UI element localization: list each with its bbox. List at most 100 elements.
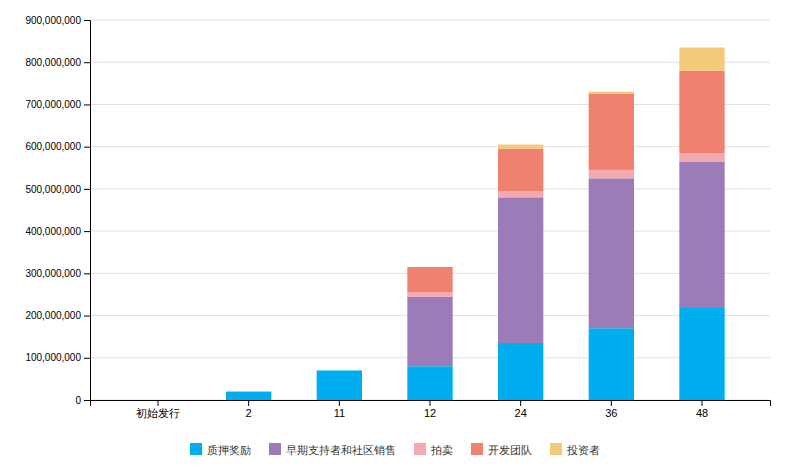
bar [589,92,634,94]
bar [226,392,271,400]
y-tick: 700,000,000 [25,99,90,110]
x-axis-line [91,401,771,407]
x-tick-label: 36 [605,407,617,419]
y-tick-mark [84,189,90,190]
legend-item: 早期支持者和社区销售 [269,443,396,457]
bar [498,343,543,400]
y-tick-mark [84,316,90,317]
y-tick-mark [84,231,90,232]
bar [135,400,180,401]
x-tick: 48 [696,400,708,419]
y-tick: 600,000,000 [25,141,90,152]
bar [589,178,634,328]
y-tick-mark [84,358,90,359]
y-tick: 0 [75,395,90,406]
y-tick-label: 400,000,000 [25,226,81,237]
grid-line [90,20,770,21]
bar [589,94,634,170]
grid-line [90,188,770,189]
bar [679,307,724,400]
legend-swatch [190,443,202,455]
y-tick: 900,000,000 [25,15,90,26]
legend-label: 早期支持者和社区销售 [286,444,396,457]
x-tick-label: 初始发行 [136,407,180,419]
bar [135,400,180,401]
y-tick: 200,000,000 [25,310,90,321]
bar [407,297,452,367]
grid [90,20,770,400]
bars [226,47,725,400]
bar [317,370,362,371]
legend-label: 投资者 [566,444,600,457]
bar [498,149,543,191]
bar [407,267,452,268]
bar [498,197,543,343]
y-tick: 400,000,000 [25,226,90,237]
y-axis: 0100,000,000200,000,000300,000,000400,00… [25,15,90,406]
x-tick: 36 [605,400,617,419]
x-tick-label: 24 [515,407,527,419]
x-tick-mark [430,400,431,406]
x-tick-label: 12 [424,407,436,419]
legend-label: 质押奖励 [207,444,251,457]
plot: 0100,000,000200,000,000300,000,000400,00… [25,15,770,419]
series [498,47,725,148]
grid-line [90,62,770,63]
legend: 质押奖励 早期支持者和社区销售 拍卖 开发团队 投资者 [190,443,600,457]
x-tick: 2 [246,400,252,419]
bar [317,370,362,371]
bar [498,145,543,149]
x-tick: 24 [515,400,527,419]
bar [226,391,271,392]
y-tick-label: 900,000,000 [25,15,81,26]
x-tick-mark [158,400,159,406]
y-tick-label: 700,000,000 [25,99,81,110]
bar [407,267,452,292]
y-tick: 800,000,000 [25,57,90,68]
y-tick-label: 600,000,000 [25,141,81,152]
bar [135,400,180,401]
grid-line [90,104,770,105]
x-tick-mark [611,400,612,406]
chart: 0100,000,000200,000,000300,000,000400,00… [0,0,790,475]
bar [135,400,180,401]
x-tick: 11 [334,400,345,419]
legend-swatch [471,443,483,455]
y-tick: 100,000,000 [25,352,90,363]
bar [226,391,271,392]
x-tick: 初始发行 [136,400,180,419]
series [407,161,724,366]
y-tick-mark [84,20,90,21]
bar [407,292,452,296]
bar [226,391,271,392]
bar [589,328,634,400]
bar [679,71,724,153]
series [407,153,724,297]
bar [407,366,452,400]
legend-item: 拍卖 [414,443,453,457]
y-tick-mark [84,147,90,148]
bar [679,47,724,70]
y-tick-label: 500,000,000 [25,184,81,195]
y-tick-mark [84,104,90,105]
x-tick-label: 48 [696,407,708,419]
legend-swatch [269,443,281,455]
y-tick-label: 800,000,000 [25,57,81,68]
legend-swatch [550,443,562,455]
bar [498,191,543,197]
y-tick-mark [84,273,90,274]
legend-item: 开发团队 [471,443,532,457]
bar [589,170,634,178]
series [407,71,724,293]
bar [226,391,271,392]
legend-swatch [414,443,426,455]
y-tick-label: 100,000,000 [25,352,81,363]
x-tick-label: 11 [334,407,345,419]
grid-line [90,146,770,147]
bar [679,153,724,161]
bar [317,370,362,371]
bar [317,370,362,400]
bar [135,400,180,401]
legend-item: 质押奖励 [190,443,251,457]
bar [679,161,724,307]
